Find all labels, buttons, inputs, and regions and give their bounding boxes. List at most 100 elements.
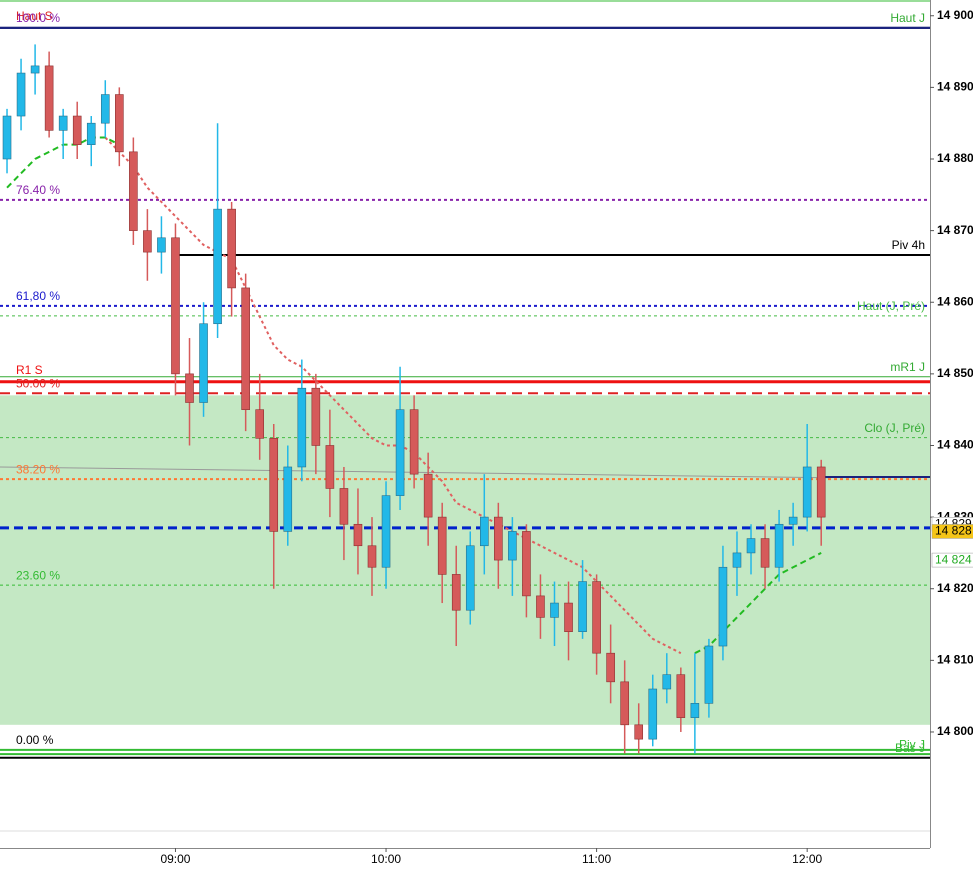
candle-body (353, 523, 363, 547)
candle (241, 273, 250, 432)
candle-body (704, 645, 714, 704)
candle-body (480, 516, 489, 547)
candle-body (802, 466, 812, 518)
price-tag-label: 14 824 (935, 552, 972, 566)
candle-body (760, 538, 770, 568)
candle (662, 653, 672, 704)
candle-body (774, 523, 784, 568)
level-label: Haut J (890, 11, 925, 25)
level-label: Haut (J, Pré) (857, 299, 925, 313)
candle-body (522, 531, 531, 597)
y-tick-label: 14 820 (937, 581, 973, 595)
candle (690, 653, 700, 754)
candle-body (550, 602, 559, 618)
candle (30, 44, 40, 95)
level-label: 0.00 % (16, 733, 54, 747)
candle (115, 87, 124, 167)
candle-body (2, 115, 12, 160)
candle-body (157, 237, 166, 253)
y-tick-label: 14 900 (937, 8, 973, 22)
candle-body (241, 287, 250, 410)
candle-body (620, 681, 629, 726)
candle-body (58, 115, 68, 131)
candle-body (494, 516, 503, 561)
candle (297, 359, 307, 482)
candle (255, 373, 264, 460)
candle (129, 137, 138, 245)
candle (353, 488, 363, 575)
candle (508, 517, 517, 596)
candle (58, 108, 68, 159)
candle (72, 101, 82, 159)
candle-body (676, 674, 686, 718)
level-label: 100.0 % (16, 11, 60, 25)
candle-body (437, 516, 447, 575)
candle (199, 302, 208, 417)
candle (480, 474, 489, 575)
candle-body (255, 409, 264, 439)
y-tick-label: 14 870 (937, 223, 973, 237)
candle-body (788, 516, 798, 525)
candle (269, 424, 279, 589)
candle (16, 58, 26, 131)
candle (213, 123, 222, 339)
candle (451, 545, 461, 647)
candle-body (311, 387, 321, 446)
level-label: 61,80 % (16, 289, 60, 303)
moving-average (104, 136, 682, 655)
level-label: Clo (J, Pré) (864, 421, 925, 435)
y-tick-label: 14 840 (937, 438, 973, 452)
candle (86, 116, 96, 167)
candle-body (339, 488, 349, 525)
price-tag-box (931, 524, 973, 539)
candle-body (227, 208, 236, 289)
candle-body (634, 724, 644, 740)
candle-body (732, 552, 742, 568)
candle-body (564, 602, 573, 633)
candle (816, 459, 826, 546)
candle (760, 524, 770, 589)
y-tick-label: 14 800 (937, 724, 973, 738)
candle-body (30, 65, 40, 74)
candle-body (185, 373, 194, 403)
candle-body (72, 115, 82, 145)
candle (44, 51, 54, 138)
x-tick-label: 10:00 (371, 852, 401, 866)
candle (437, 502, 447, 604)
candle (171, 223, 180, 396)
candle-body (381, 495, 391, 568)
candle (634, 703, 644, 754)
candle (227, 201, 236, 317)
candle-body (171, 237, 180, 375)
price-tag-label: 14 828 (935, 524, 972, 538)
y-tick-label: 14 810 (937, 653, 973, 667)
candle (381, 481, 391, 589)
candle (732, 531, 742, 596)
candle (143, 209, 152, 281)
candle-body (367, 545, 377, 568)
candle (185, 338, 194, 446)
candle-body (199, 323, 208, 403)
y-tick-label: 14 850 (937, 366, 973, 380)
candle-body (325, 445, 335, 489)
level-label: mR1 J (890, 360, 925, 374)
level-label: 38.20 % (16, 462, 60, 476)
candle (564, 581, 573, 661)
candle-body (16, 72, 26, 117)
candle-body (465, 545, 475, 611)
candle (536, 574, 545, 639)
candle-body (269, 438, 279, 532)
candle (395, 366, 405, 510)
candle (409, 395, 419, 489)
candle-body (718, 566, 728, 647)
candle (578, 560, 587, 639)
level-label: Bas J (895, 741, 925, 755)
candle-body (592, 581, 601, 654)
candle (550, 581, 559, 647)
level-label: Piv J (899, 737, 925, 751)
level-label: Piv 4h (892, 238, 925, 252)
candle (325, 409, 335, 518)
price-tag-box (931, 552, 973, 568)
candle (100, 80, 110, 138)
